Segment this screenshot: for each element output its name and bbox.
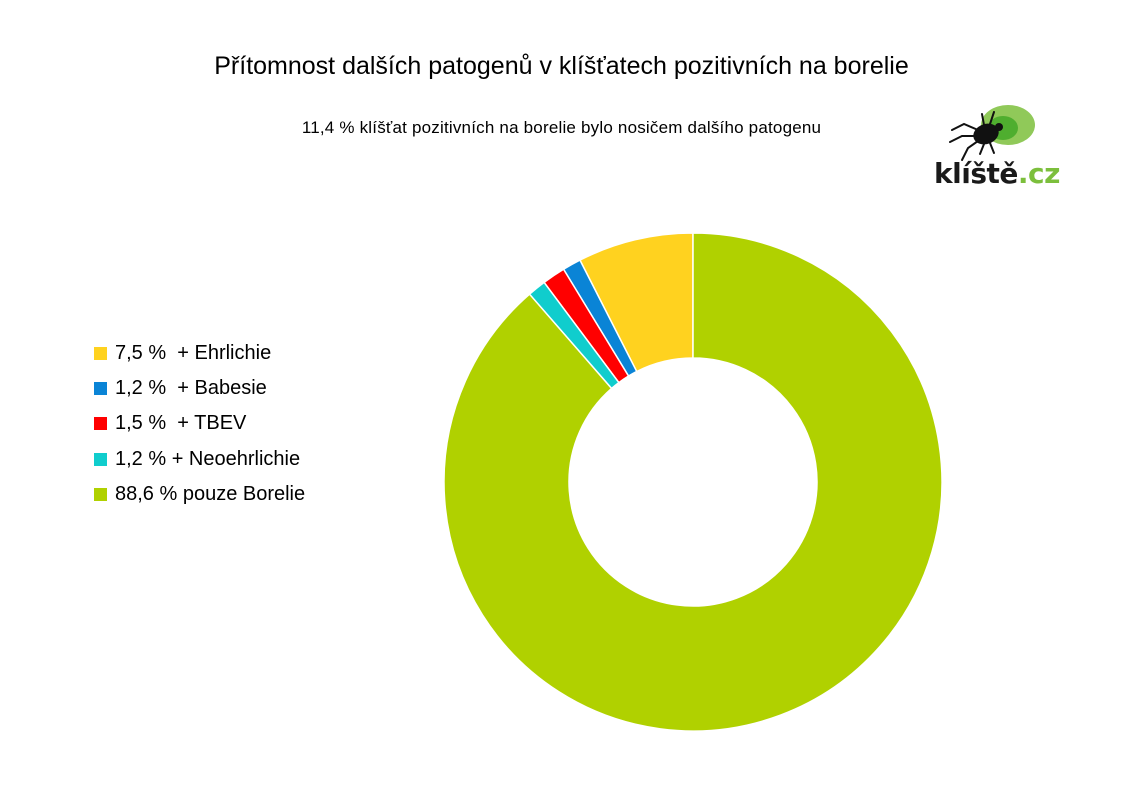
- chart-subtitle: 11,4 % klíšťat pozitivních na borelie by…: [301, 118, 822, 137]
- legend-item-2: 1,5 % + TBEV: [94, 406, 305, 441]
- legend-swatch-1: [94, 382, 107, 396]
- tick-icon: [949, 105, 1035, 161]
- legend-swatch-2: [94, 417, 107, 431]
- chart-title: Přítomnost dalších patogenů v klíšťatech…: [214, 52, 909, 80]
- legend-label-2: 1,5 % + TBEV: [115, 412, 247, 435]
- legend-item-0: 7,5 % + Ehrlichie: [94, 336, 305, 371]
- donut-slice-4: [443, 232, 943, 732]
- legend-label-3: 1,2 % + Neoehrlichie: [115, 447, 301, 470]
- legend-label-0: 7,5 % + Ehrlichie: [115, 342, 272, 365]
- legend-swatch-4: [94, 487, 107, 501]
- legend-item-3: 1,2 % + Neoehrlichie: [94, 442, 305, 477]
- legend-label-4: 88,6 % pouze Borelie: [115, 482, 306, 505]
- legend-item-4: 88,6 % pouze Borelie: [94, 477, 305, 512]
- logo-text-tld: .cz: [1017, 157, 1061, 190]
- legend-label-1: 1,2 % + Babesie: [115, 377, 267, 400]
- legend-item-1: 1,2 % + Babesie: [94, 371, 305, 406]
- legend-swatch-0: [94, 347, 107, 361]
- logo-text: klíště.cz: [934, 160, 1060, 188]
- logo-text-main: klíště: [934, 157, 1018, 190]
- legend-swatch-3: [94, 452, 107, 466]
- legend: 7,5 % + Ehrlichie 1,2 % + Babesie 1,5 % + …: [94, 336, 305, 512]
